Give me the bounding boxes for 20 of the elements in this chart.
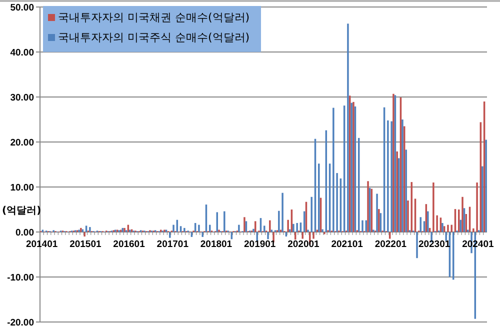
x-tick-label: 201501 bbox=[70, 239, 102, 250]
y-tick-label: 10.00 bbox=[10, 182, 34, 194]
x-tick-label: 201801 bbox=[200, 239, 233, 250]
x-tick-label: 201401 bbox=[26, 239, 58, 250]
y-axis-title: (억달러) bbox=[2, 206, 42, 216]
y-tick-label: -10.00 bbox=[7, 272, 34, 284]
x-tick-label: 201601 bbox=[113, 239, 146, 250]
legend-label: 국내투자자의 미국주식 순매수(억달러) bbox=[58, 31, 250, 44]
y-tick-label: -20.00 bbox=[7, 318, 34, 328]
x-tick-label: 201901 bbox=[244, 239, 276, 250]
y-tick-label: 50.00 bbox=[10, 2, 34, 14]
y-tick-label: 0.00 bbox=[16, 228, 34, 238]
y-tick-label: 20.00 bbox=[10, 138, 34, 148]
y-tick-label: 30.00 bbox=[10, 92, 34, 104]
x-tick-label: 202001 bbox=[288, 239, 320, 250]
x-tick-label: 202201 bbox=[374, 239, 408, 250]
x-tick-label: 201701 bbox=[156, 239, 190, 250]
y-tick-label: 40.00 bbox=[10, 48, 34, 58]
x-tick-label: 202101 bbox=[331, 239, 364, 250]
legend-label: 국내투자자의 미국채권 순매수(억달러) bbox=[58, 11, 250, 24]
